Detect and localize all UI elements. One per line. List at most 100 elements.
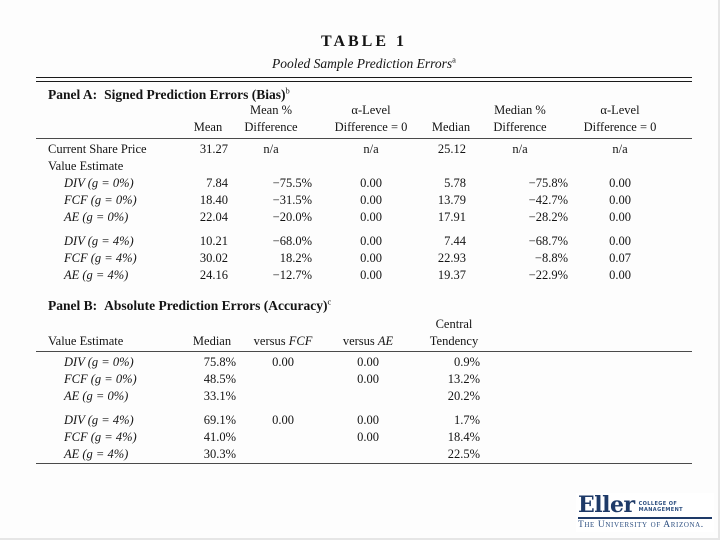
table-cell: 0.00 xyxy=(609,176,631,190)
table-row: AE (g = 0%) 33.1% 20.2% xyxy=(36,388,692,405)
header-cell-median: Median xyxy=(431,120,471,134)
panel-b-column-headers: Central Value Estimate Median versus FCF… xyxy=(36,316,692,350)
header-cell-alpha-level: Difference = 0 xyxy=(334,120,408,134)
table-cell: n/a xyxy=(363,142,379,156)
table-cell: 18.2% xyxy=(279,251,312,265)
table-cell: 24.16 xyxy=(199,268,228,282)
table-cell: 18.4% xyxy=(447,430,480,444)
row-label: Value Estimate xyxy=(48,159,124,173)
table-cell: 30.02 xyxy=(199,251,228,265)
table-cell: 69.1% xyxy=(203,413,236,427)
table-row: AE (g = 4%) 30.3% 22.5% xyxy=(36,446,692,463)
header-row-top: Mean % α-Level Median % α-Level xyxy=(36,102,692,119)
table-cell: 0.00 xyxy=(360,176,382,190)
panel-a-label: Panel A: xyxy=(48,87,98,102)
table-row: Current Share Price 31.27 n/a n/a 25.12 n/a n/… xyxy=(36,141,692,158)
table-cell: 0.00 xyxy=(609,210,631,224)
row-label: FCF (g = 0%) xyxy=(64,193,137,207)
header-cell-value-estimate: Value Estimate xyxy=(48,334,124,348)
table-cell: 0.00 xyxy=(360,193,382,207)
table-cell: 7.44 xyxy=(444,234,466,248)
table-row: FCF (g = 0%) 18.40 −31.5% 0.00 13.79 −42.7% 0.… xyxy=(36,192,692,209)
table-cell: 0.9% xyxy=(453,355,480,369)
row-label: DIV (g = 4%) xyxy=(64,413,134,427)
logo-divider xyxy=(578,517,712,519)
panel-a-column-headers: Mean % α-Level Median % α-Level Mean Dif… xyxy=(36,102,692,136)
table-cell: 1.7% xyxy=(453,413,480,427)
table-cell xyxy=(430,158,472,175)
table-cell: 0.00 xyxy=(609,268,631,282)
table-cell: 0.00 xyxy=(360,268,382,282)
eller-wordmark: Eller xyxy=(578,492,635,518)
table-cell: 22.04 xyxy=(199,210,228,224)
panel-b-label: Panel B: xyxy=(48,298,98,313)
header-cell-median: Median xyxy=(192,334,232,348)
table-cell: 0.00 xyxy=(360,234,382,248)
table-row: DIV (g = 4%) 10.21 −68.0% 0.00 7.44 −68.7% 0.0… xyxy=(36,233,692,250)
table-cell: 48.5% xyxy=(203,372,236,386)
table-cell: −68.7% xyxy=(528,234,568,248)
table-cell: −12.7% xyxy=(272,268,312,282)
table-cell: 0.07 xyxy=(609,251,631,265)
row-label: Current Share Price xyxy=(48,142,147,156)
footnote-marker-b: b xyxy=(285,85,290,96)
table-cell: −28.2% xyxy=(528,210,568,224)
table-cell: −68.0% xyxy=(272,234,312,248)
header-cell xyxy=(496,333,692,350)
header-cell-mean: Mean xyxy=(193,120,223,134)
table-cell: 5.78 xyxy=(444,176,466,190)
versus-text: versus xyxy=(342,334,375,348)
header-cell xyxy=(36,316,186,333)
header-row-top: Central xyxy=(36,316,692,333)
header-cell-central: Central xyxy=(435,317,473,331)
row-label: FCF (g = 4%) xyxy=(64,430,137,444)
table-cell: 31.27 xyxy=(199,142,228,156)
header-cell: α-Level xyxy=(351,103,391,117)
table-cell xyxy=(324,388,412,405)
row-label: FCF (g = 4%) xyxy=(64,251,137,265)
table-cell: −22.9% xyxy=(528,268,568,282)
table-cell: 0.00 xyxy=(360,210,382,224)
panel-a-rows: Current Share Price 31.27 n/a n/a 25.12 n/a n/… xyxy=(36,141,692,284)
table-cell: −31.5% xyxy=(272,193,312,207)
subtitle-text: Pooled Sample Prediction Errors xyxy=(272,56,453,71)
header-cell xyxy=(36,102,186,119)
logo-top-row: Eller COLLEGE OF MANAGEMENT xyxy=(578,492,712,518)
header-cell xyxy=(242,316,324,333)
table-cell: −42.7% xyxy=(528,193,568,207)
fcf-text: FCF xyxy=(288,334,313,348)
table-row: FCF (g = 4%) 41.0% 0.00 18.4% xyxy=(36,429,692,446)
header-cell: α-Level xyxy=(600,103,640,117)
table-cell: n/a xyxy=(263,142,279,156)
row-label: AE (g = 0%) xyxy=(64,210,129,224)
table-cell xyxy=(242,429,324,446)
table-cell xyxy=(242,388,324,405)
header-cell-versus-fcf: versus FCF xyxy=(242,333,324,350)
table-cell: 18.40 xyxy=(199,193,228,207)
table-cell: 0.00 xyxy=(360,251,382,265)
table-row: FCF (g = 0%) 48.5% 0.00 13.2% xyxy=(36,371,692,388)
table-row: DIV (g = 4%) 69.1% 0.00 0.00 1.7% xyxy=(36,412,692,429)
table-cell: 0.00 xyxy=(272,355,294,369)
panel-b-header-rule xyxy=(36,351,692,352)
header-cell xyxy=(186,316,242,333)
table-cell xyxy=(472,158,572,175)
table-cell: 22.5% xyxy=(447,447,480,461)
panel-b-heading: Panel B: Absolute Prediction Errors (Accu… xyxy=(48,297,331,314)
table-cell xyxy=(572,158,692,175)
panel-b-heading-text: Absolute Prediction Errors (Accuracy) xyxy=(104,298,328,313)
college-line-2: MANAGEMENT xyxy=(638,507,683,513)
table-cell xyxy=(242,446,324,463)
table-cell: 0.00 xyxy=(357,372,379,386)
table-row: AE (g = 0%) 22.04 −20.0% 0.00 17.91 −28.2% 0.0… xyxy=(36,209,692,226)
table-cell xyxy=(186,158,230,175)
table-cell: 10.21 xyxy=(199,234,228,248)
row-label: DIV (g = 0%) xyxy=(64,355,134,369)
header-cell: Mean % xyxy=(250,103,292,117)
header-row-bottom: Value Estimate Median versus FCF versus … xyxy=(36,333,692,350)
table-cell: 17.91 xyxy=(437,210,466,224)
table-row: Value Estimate xyxy=(36,158,692,175)
table-cell: 7.84 xyxy=(206,176,228,190)
table-title: TABLE 1 xyxy=(320,33,408,50)
college-of-management-text: COLLEGE OF MANAGEMENT xyxy=(639,501,683,515)
